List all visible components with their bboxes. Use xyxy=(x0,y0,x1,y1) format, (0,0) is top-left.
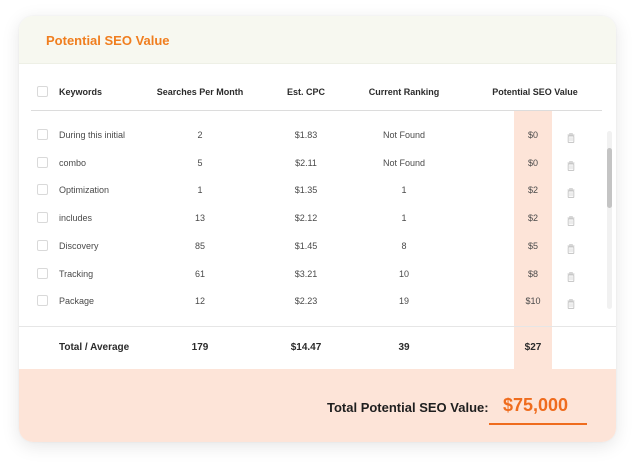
row-checkbox[interactable] xyxy=(37,157,48,168)
cell-potential-value: $5 xyxy=(527,241,539,251)
cell-ranking: 8 xyxy=(401,241,407,251)
cell-keyword: Tracking xyxy=(59,269,94,279)
cell-ranking: Not Found xyxy=(382,158,426,168)
cell-cpc: $2.23 xyxy=(294,296,318,306)
cell-keyword: Optimization xyxy=(59,185,110,195)
cell-potential-value: $2 xyxy=(527,213,539,223)
cell-potential-value: $10 xyxy=(525,296,541,306)
row-checkbox[interactable] xyxy=(37,129,48,140)
cell-potential-value: $8 xyxy=(527,269,539,279)
cell-searches: 85 xyxy=(194,241,206,251)
cell-keyword: Discovery xyxy=(59,241,99,251)
cell-ranking: 1 xyxy=(401,185,407,195)
totals-searches: 179 xyxy=(191,342,209,353)
select-all-checkbox[interactable] xyxy=(37,86,48,97)
row-checkbox[interactable] xyxy=(37,268,48,279)
cell-searches: 5 xyxy=(197,158,203,168)
trash-icon[interactable] xyxy=(567,158,575,171)
trash-icon[interactable] xyxy=(567,269,575,282)
cell-searches: 13 xyxy=(194,213,206,223)
totals-ranking: 39 xyxy=(398,342,410,353)
cell-searches: 2 xyxy=(197,130,203,140)
trash-icon[interactable] xyxy=(567,296,575,309)
card-header xyxy=(19,16,616,64)
row-checkbox[interactable] xyxy=(37,184,48,195)
header-keywords: Keywords xyxy=(59,87,103,97)
header-divider xyxy=(31,110,602,111)
totals-label: Total / Average xyxy=(59,342,130,353)
totals-cpc: $14.47 xyxy=(290,342,322,353)
potential-value-column-highlight xyxy=(514,111,552,369)
header-searches: Searches Per Month xyxy=(156,87,244,97)
cell-searches: 12 xyxy=(194,296,206,306)
cell-keyword: Package xyxy=(59,296,95,306)
row-checkbox[interactable] xyxy=(37,212,48,223)
totals-divider xyxy=(19,326,616,327)
cell-cpc: $1.35 xyxy=(294,185,318,195)
cell-cpc: $1.45 xyxy=(294,241,318,251)
header-ranking: Current Ranking xyxy=(368,87,440,97)
cell-searches: 1 xyxy=(197,185,203,195)
cell-cpc: $1.83 xyxy=(294,130,318,140)
cell-potential-value: $0 xyxy=(527,130,539,140)
cell-ranking: Not Found xyxy=(382,130,426,140)
header-cpc: Est. CPC xyxy=(286,87,326,97)
scrollbar-track[interactable] xyxy=(607,131,612,309)
cell-keyword: includes xyxy=(59,213,93,223)
cell-keyword: combo xyxy=(59,158,87,168)
cell-cpc: $2.12 xyxy=(294,213,318,223)
cell-potential-value: $0 xyxy=(527,158,539,168)
trash-icon[interactable] xyxy=(567,241,575,254)
trash-icon[interactable] xyxy=(567,130,575,143)
scrollbar-thumb[interactable] xyxy=(607,148,612,208)
cell-keyword: During this initial xyxy=(59,130,126,140)
totals-value: $27 xyxy=(524,342,542,353)
cell-potential-value: $2 xyxy=(527,185,539,195)
trash-icon[interactable] xyxy=(567,213,575,226)
cell-cpc: $3.21 xyxy=(294,269,318,279)
row-checkbox[interactable] xyxy=(37,240,48,251)
cell-ranking: 1 xyxy=(401,213,407,223)
seo-value-card: Potential SEO Value Keywords Searches Pe… xyxy=(19,16,616,442)
cell-ranking: 19 xyxy=(398,296,410,306)
trash-icon[interactable] xyxy=(567,185,575,198)
total-value-amount: $75,000 xyxy=(503,395,569,415)
total-value-underline xyxy=(489,423,587,425)
header-potential-value: Potential SEO Value xyxy=(492,87,578,97)
cell-cpc: $2.11 xyxy=(295,158,317,168)
card-title: Potential SEO Value xyxy=(46,33,170,48)
total-value-label: Total Potential SEO Value: xyxy=(327,400,489,415)
total-value-footer xyxy=(19,369,616,442)
row-checkbox[interactable] xyxy=(37,295,48,306)
cell-searches: 61 xyxy=(194,269,206,279)
cell-ranking: 10 xyxy=(398,269,410,279)
